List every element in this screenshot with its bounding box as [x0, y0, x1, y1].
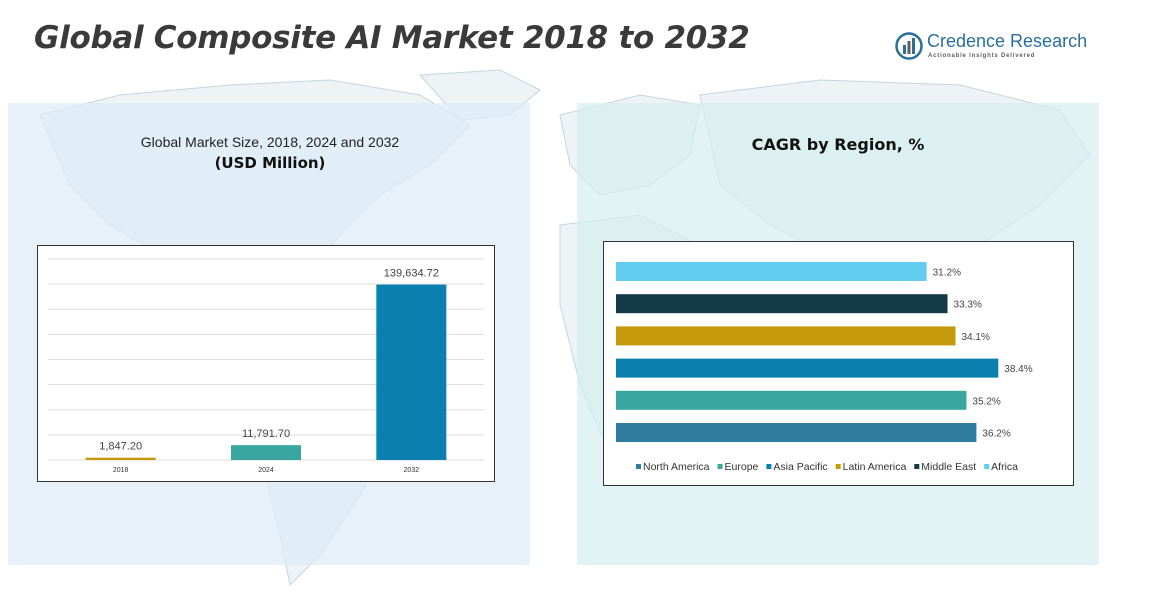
x-tick-label: 2018 [113, 467, 129, 474]
bar-value-label: 34.1% [961, 332, 989, 343]
cagr-by-region-chart: 31.2% 33.3% 34.1% 38.4% 35.2% 36.2% North Amer… [603, 241, 1074, 486]
legend-label: Latin America [843, 461, 907, 473]
legend-swatch [984, 464, 990, 469]
bar-middle-east [616, 294, 948, 314]
legend: North America Europe Asia Pacific Latin Ame… [636, 461, 1018, 473]
legend-swatch [766, 464, 772, 469]
bar-africa [616, 262, 927, 281]
bar-value-label: 139,634.72 [384, 268, 439, 280]
bar-latin-america [616, 326, 956, 346]
brand-name: Credence Research [927, 31, 1088, 51]
market-size-chart-unit: (USD Million) [214, 154, 326, 172]
cagr-by-region-chart-svg: 31.2% 33.3% 34.1% 38.4% 35.2% 36.2% North Amer… [616, 262, 1033, 473]
bar-value-label: 36.2% [982, 429, 1010, 440]
bar-value-label: 1,847.20 [99, 441, 142, 453]
bar-value-label: 33.3% [954, 300, 982, 311]
brand-logo: Credence Research Actionable Insights De… [895, 30, 1088, 64]
legend-label: Middle East [921, 461, 976, 473]
bar-value-label: 35.2% [972, 396, 1000, 407]
brand-tagline: Actionable Insights Delivered [928, 53, 1036, 59]
bar-europe [616, 390, 967, 410]
x-tick-label: 2024 [258, 467, 274, 474]
legend-label: Asia Pacific [773, 461, 827, 473]
bar-2032 [376, 284, 447, 460]
bar-value-label: 31.2% [933, 268, 961, 279]
market-size-chart-svg: 1,847.20 2018 11,791.70 2024 139,634.72 2032 [48, 258, 484, 474]
legend-swatch [914, 464, 920, 469]
credence-logo-icon [895, 32, 923, 60]
x-tick-label: 2032 [404, 467, 420, 474]
bar-2024 [231, 445, 301, 460]
bar-2018 [85, 457, 156, 460]
bar-value-label: 38.4% [1004, 364, 1032, 375]
legend-label: Europe [725, 461, 759, 473]
legend-swatch [835, 464, 841, 469]
legend-swatch [636, 464, 641, 469]
bar-value-label: 11,791.70 [242, 428, 290, 440]
cagr-chart-title: CAGR by Region, % [751, 135, 925, 154]
bar-asia-pacific [616, 358, 999, 378]
bar-north-america [616, 423, 977, 442]
legend-swatch [717, 464, 723, 469]
legend-label: North America [643, 461, 710, 473]
legend-label: Africa [991, 461, 1018, 473]
market-size-chart: 1,847.20 2018 11,791.70 2024 139,634.72 2032 [37, 245, 495, 482]
page-title: Global Composite AI Market 2018 to 2032 [34, 20, 750, 56]
market-size-chart-subtitle: Global Market Size, 2018, 2024 and 2032 [140, 134, 400, 150]
